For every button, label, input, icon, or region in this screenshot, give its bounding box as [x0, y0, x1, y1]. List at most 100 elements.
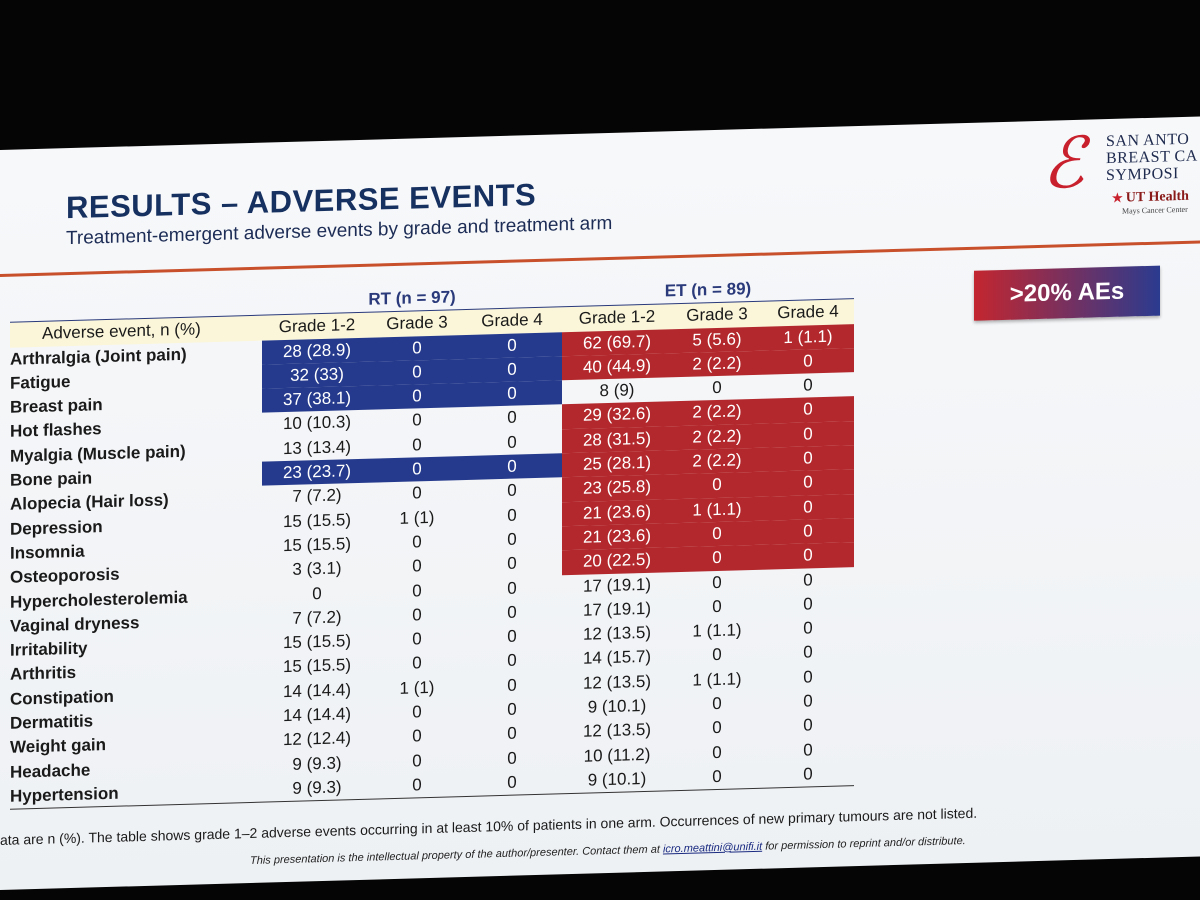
- ut-health-text: UT Health: [1125, 188, 1189, 206]
- column-header: Grade 4: [762, 298, 854, 327]
- rt-value-cell: 0: [507, 723, 517, 744]
- rt-value-cell: 0: [462, 769, 562, 797]
- rt-value-cell: 0: [412, 410, 422, 430]
- column-header: Grade 1-2: [562, 304, 672, 332]
- rt-value-cell: 9 (9.3): [262, 774, 372, 803]
- rt-value-cell: 0: [412, 750, 422, 771]
- et-value-cell: 0: [803, 594, 813, 614]
- rt-value-cell: 0: [507, 553, 517, 574]
- copyright-notice: This presentation is the intellectual pr…: [250, 835, 966, 867]
- rt-value-cell: 0: [412, 580, 422, 601]
- et-value-cell: 1 (1.1): [762, 323, 854, 351]
- et-value-cell: 0: [762, 396, 854, 424]
- et-value-cell: 2 (2.2): [672, 423, 762, 451]
- rt-value-cell: 0: [507, 626, 517, 646]
- symposium-logo: ℰ SAN ANTO BREAST CA SYMPOSI ★ UT Health …: [1036, 122, 1200, 237]
- rt-value-cell: 0: [462, 453, 562, 481]
- logo-line-2: BREAST CA: [1106, 147, 1198, 168]
- rt-value-cell: 0: [412, 653, 422, 673]
- et-value-cell: 0: [762, 493, 854, 521]
- rt-value-cell: 0: [412, 702, 422, 722]
- star-icon: ★: [1112, 190, 1123, 205]
- rt-value-cell: 0: [372, 358, 462, 386]
- et-value-cell: 0: [672, 472, 762, 499]
- rt-value-cell: 0: [507, 602, 517, 622]
- rt-value-cell: 15 (15.5): [282, 509, 352, 531]
- rt-value-cell: 13 (13.4): [282, 436, 352, 458]
- et-value-cell: 0: [803, 569, 813, 590]
- et-value-cell: 0: [712, 718, 722, 738]
- et-value-cell: 23 (25.8): [562, 474, 672, 502]
- et-value-cell: 0: [762, 445, 854, 473]
- et-value-cell: 0: [803, 375, 813, 395]
- contact-email-link[interactable]: icro.meattini@unifi.it: [662, 840, 763, 856]
- rt-value-cell: 0: [372, 772, 462, 800]
- rt-value-cell: 10 (10.3): [282, 412, 352, 434]
- et-value-cell: 0: [803, 691, 813, 711]
- et-value-cell: 1 (1.1): [672, 496, 762, 524]
- et-value-cell: 1 (1.1): [692, 620, 742, 641]
- et-value-cell: 0: [762, 518, 854, 545]
- adverse-events-table: RT (n = 97) ET (n = 89) Adverse event, n…: [10, 274, 854, 810]
- rt-value-cell: 0: [462, 356, 562, 384]
- rt-value-cell: 32 (33): [262, 361, 372, 389]
- et-value-cell: 0: [712, 742, 722, 762]
- rt-value-cell: 0: [412, 532, 422, 552]
- et-value-cell: 0: [672, 763, 762, 791]
- column-header: Grade 4: [462, 307, 562, 335]
- rt-value-cell: 7 (7.2): [292, 607, 342, 628]
- rt-value-cell: 0: [507, 505, 517, 525]
- rt-value-cell: 0: [462, 331, 562, 359]
- et-value-cell: 10 (11.2): [583, 744, 651, 766]
- et-value-cell: 5 (5.6): [672, 326, 762, 354]
- et-value-cell: 0: [672, 520, 762, 548]
- ribbon-logo-icon: ℰ: [1042, 125, 1085, 204]
- rt-value-cell: 28 (28.9): [262, 337, 372, 365]
- rt-value-cell: 7 (7.2): [292, 485, 342, 507]
- et-value-cell: 0: [712, 596, 722, 616]
- rt-value-cell: 37 (38.1): [262, 385, 372, 414]
- rt-value-cell: 12 (12.4): [282, 728, 352, 750]
- rt-value-cell: 0: [412, 435, 422, 455]
- et-value-cell: 0: [762, 348, 854, 375]
- rt-value-cell: 0: [412, 605, 422, 625]
- et-value-cell: 40 (44.9): [562, 353, 672, 381]
- et-value-cell: 9 (10.1): [587, 695, 647, 717]
- et-value-cell: 25 (28.1): [562, 450, 672, 478]
- et-value-cell: 0: [762, 469, 854, 497]
- et-value-cell: 1 (1.1): [692, 669, 742, 690]
- rt-value-cell: 0: [372, 383, 462, 411]
- column-header: Grade 1-2: [262, 312, 372, 341]
- et-value-cell: 14 (15.7): [582, 647, 652, 669]
- rt-value-cell: 14 (14.4): [282, 704, 352, 726]
- et-value-cell: 12 (13.5): [582, 720, 652, 742]
- rt-value-cell: 15 (15.5): [282, 655, 352, 677]
- rt-value-cell: 0: [507, 529, 517, 549]
- et-value-cell: 0: [762, 420, 854, 448]
- rt-value-cell: 3 (3.1): [292, 558, 342, 580]
- rt-value-cell: 14 (14.4): [282, 679, 352, 701]
- rt-value-cell: 0: [507, 699, 517, 719]
- et-value-cell: 0: [803, 618, 813, 638]
- column-header: Grade 3: [672, 301, 762, 329]
- et-value-cell: 21 (23.6): [562, 523, 672, 551]
- et-value-cell: 2 (2.2): [672, 350, 762, 378]
- et-value-cell: 0: [672, 544, 762, 572]
- rt-value-cell: 0: [372, 456, 462, 483]
- rt-value-cell: 0: [312, 583, 322, 603]
- rt-value-cell: 0: [507, 578, 517, 598]
- et-value-cell: 62 (69.7): [562, 328, 672, 357]
- presentation-slide: RESULTS – ADVERSE EVENTS Treatment-emerg…: [0, 116, 1200, 891]
- et-value-cell: 2 (2.2): [672, 447, 762, 475]
- ut-health-subtitle: Mays Cancer Center: [1122, 204, 1188, 216]
- et-value-cell: 0: [762, 761, 854, 789]
- et-value-cell: 2 (2.2): [672, 399, 762, 427]
- table-body: Arthralgia (Joint pain) 28 (28.9) 0 0 62 (69…: [10, 323, 854, 810]
- et-value-cell: 0: [803, 715, 813, 735]
- logo-text: SAN ANTO BREAST CA SYMPOSI: [1106, 131, 1198, 184]
- rt-value-cell: 15 (15.5): [282, 631, 352, 653]
- rt-value-cell: 0: [507, 480, 517, 501]
- rt-value-cell: 0: [507, 408, 517, 428]
- rt-value-cell: 0: [412, 726, 422, 746]
- rt-value-cell: 0: [412, 483, 422, 503]
